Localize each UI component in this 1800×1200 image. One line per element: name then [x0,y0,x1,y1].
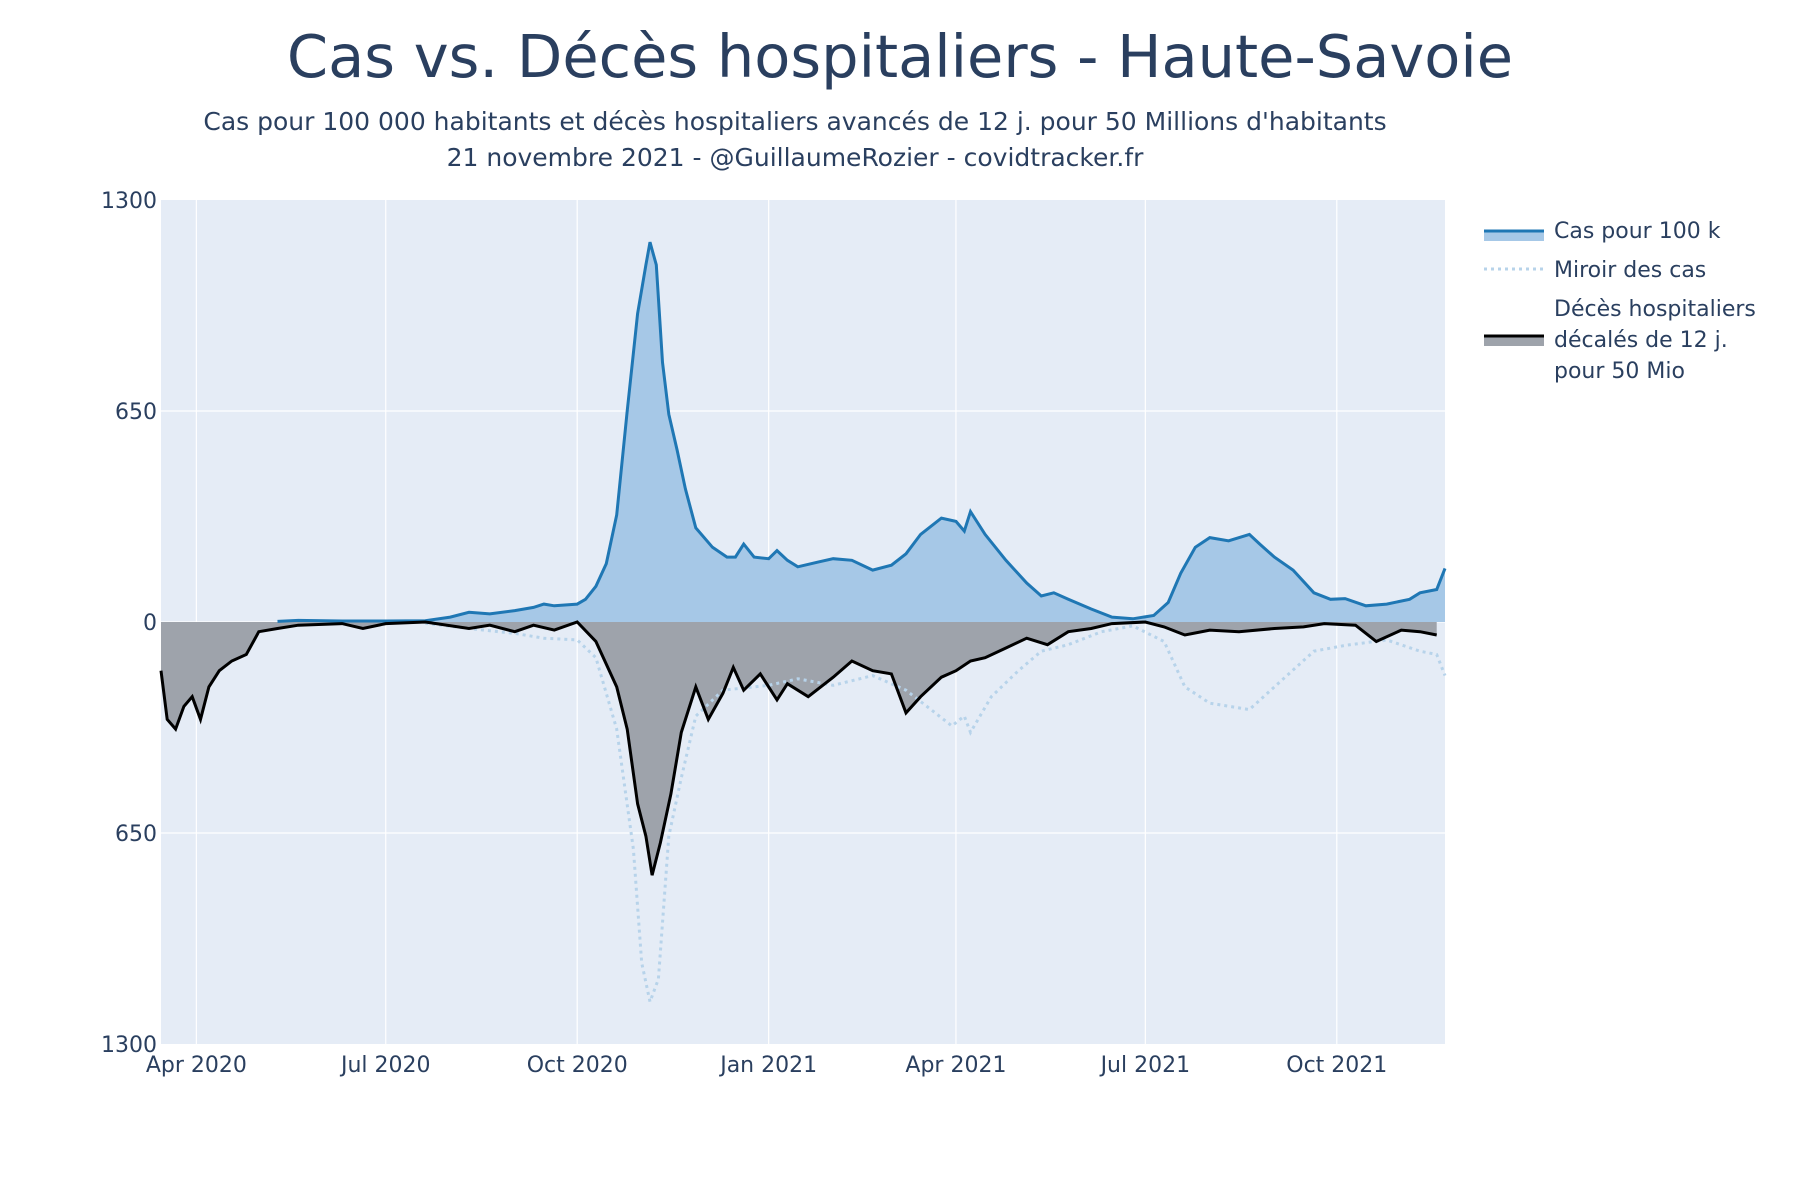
legend-label-deaths-line-3: pour 50 Mio [1554,359,1685,384]
legend-item-deaths[interactable]: Décès hospitaliers décalés de 12 j. pour… [1484,297,1756,384]
x-tick-label-6: Oct 2021 [1286,1053,1387,1078]
chart-subtitle-line-1: Cas pour 100 000 habitants et décès hosp… [203,107,1387,136]
legend-swatch-deaths [1484,336,1544,346]
legend-label-mirror: Miroir des cas [1554,258,1706,283]
y-tick-label-2: 0 [143,611,157,636]
chart-subtitle-line-2: 21 novembre 2021 - @GuillaumeRozier - co… [446,143,1144,172]
x-tick-label-3: Jan 2021 [718,1053,817,1078]
series-cases-line [277,241,1447,623]
x-tick-label-1: Jul 2020 [339,1053,431,1078]
axis-layer: Apr 2020 Jul 2020 Oct 2020 Jan 2021 Apr 2021… [101,189,1387,1078]
series-deaths-fill [161,622,1437,876]
legend-label-deaths-line-2: décalés de 12 j. [1554,328,1728,353]
legend-item-mirror[interactable]: Miroir des cas [1484,258,1706,283]
x-tick-label-0: Apr 2020 [146,1053,247,1078]
legend-item-cases[interactable]: Cas pour 100 k [1484,219,1721,244]
x-tick-label-5: Jul 2021 [1099,1053,1191,1078]
legend-label-deaths-line-1: Décès hospitaliers [1554,297,1756,322]
series-layer [159,241,1447,1008]
legend-swatch-cases [1484,231,1544,241]
legend[interactable]: Cas pour 100 k Miroir des cas Décès hosp… [1484,219,1756,384]
series-deaths-line [159,620,1437,876]
series-mirror-line [425,621,1447,1008]
legend-label-cases: Cas pour 100 k [1554,219,1721,244]
y-tick-label-0: 1300 [101,189,157,214]
x-tick-label-2: Oct 2020 [527,1053,628,1078]
chart-title: Cas vs. Décès hospitaliers - Haute-Savoi… [286,22,1514,91]
x-tick-label-4: Apr 2021 [905,1053,1006,1078]
y-tick-label-3: 650 [115,822,157,847]
y-tick-label-4: 1300 [101,1033,157,1058]
y-tick-label-1: 650 [115,400,157,425]
